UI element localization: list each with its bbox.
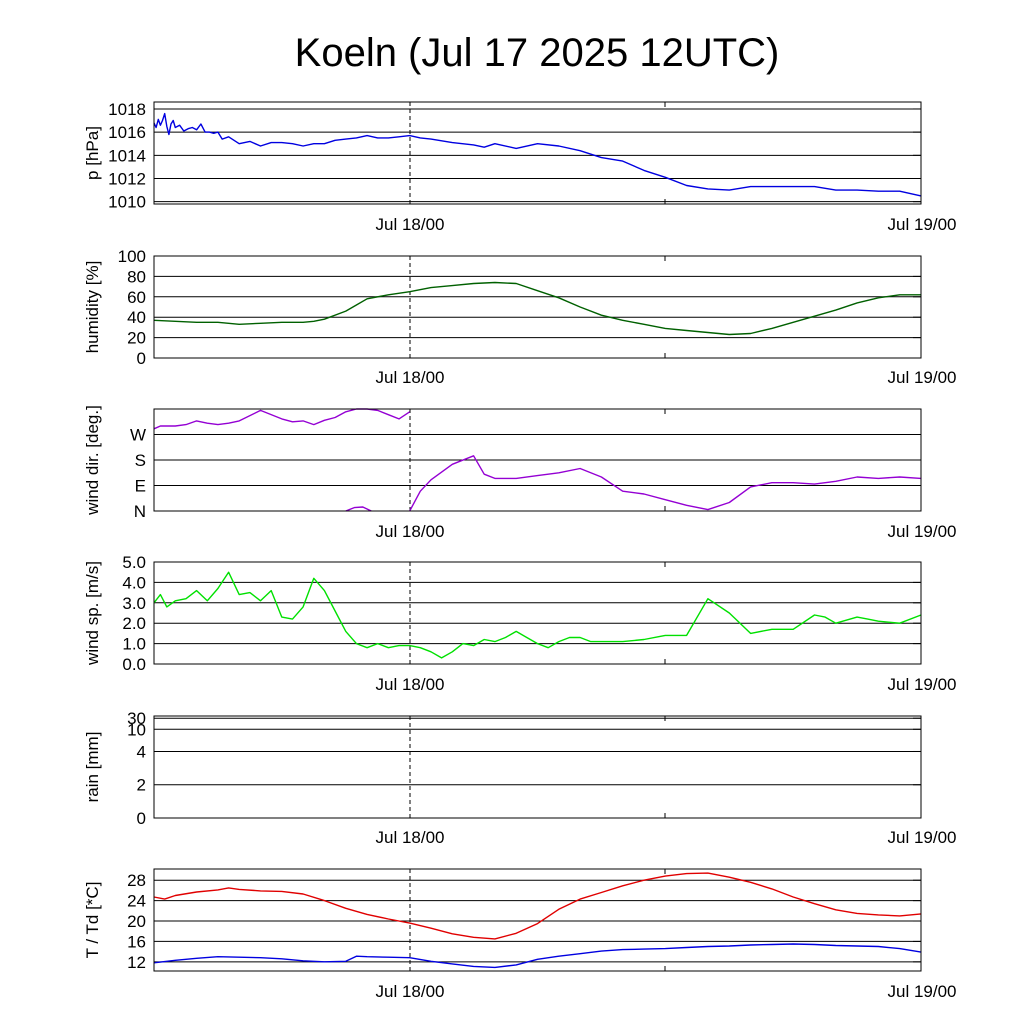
panel-1-ytick-label: 40 [127,308,146,327]
panel-5-ytick-label: 28 [127,871,146,890]
panel-2-ytick-label: S [135,451,146,470]
panel-5-series-dewpoint-1 [153,943,922,969]
panel-2-xlabel-jul18: Jul 18/00 [376,522,445,541]
panel-5-frame [153,868,922,972]
panel-3-ytick-label: 5.0 [122,553,146,572]
panel-3-xlabel-jul19: Jul 19/00 [888,675,957,694]
panel-5-ytick-label: 20 [127,912,146,931]
panel-3-ytick-label: 0.0 [122,655,146,674]
panel-1-ylabel: humidity [%] [83,261,102,354]
panel-1-ytick-label: 80 [127,267,146,286]
panel-2-ytick-label: N [134,502,146,521]
panel-2-ytick-label: W [130,426,146,445]
panel-4-ytick-label: 0 [137,809,146,828]
panel-3-ytick-label: 2.0 [122,614,146,633]
panel-0-ytick-label: 1014 [108,146,146,165]
panel-5-ytick-label: 16 [127,932,146,951]
panel-3-ytick-label: 3.0 [122,594,146,613]
panel-2-ylabel: wind dir. [deg.] [83,405,102,516]
panel-1-xlabel-jul18: Jul 18/00 [376,368,445,387]
panel-2-series-wind_dir-0 [153,408,411,430]
panel-0-ytick-label: 1018 [108,100,146,119]
panel-2-series-wind_dir-2 [409,455,922,512]
panel-0-xlabel-jul19: Jul 19/00 [888,215,957,234]
panel-3-xlabel-jul18: Jul 18/00 [376,675,445,694]
panel-5-ytick-label: 24 [127,892,146,911]
panel-5-xlabel-jul19: Jul 19/00 [888,982,957,1001]
chart-title: Koeln (Jul 17 2025 12UTC) [295,31,780,75]
panel-3-series-wind_speed-0 [153,571,922,659]
panel-1-ytick-label: 60 [127,288,146,307]
panel-0-series-pressure-0 [153,112,922,197]
panel-0-frame [153,101,922,205]
panel-3-frame [153,561,922,665]
panel-0-ytick-label: 1016 [108,123,146,142]
panel-4-xlabel-jul18: Jul 18/00 [376,828,445,847]
panel-3-ytick-label: 4.0 [122,573,146,592]
panel-1-series-humidity-0 [153,281,921,336]
panel-3-ytick-label: 1.0 [122,635,146,654]
panel-4-ytick-label: 10 [127,720,146,739]
panel-5-ylabel: T / Td [*C] [83,882,102,959]
panel-0-xlabel-jul18: Jul 18/00 [376,215,445,234]
panel-4-ytick-label: 4 [137,742,146,761]
panel-4-ytick-label: 30 [127,709,146,728]
panel-5-series-temperature-0 [153,872,922,940]
panel-1-ytick-label: 0 [137,349,146,368]
panel-5-xlabel-jul18: Jul 18/00 [376,982,445,1001]
panel-4-xlabel-jul19: Jul 19/00 [888,828,957,847]
panel-1-ytick-label: 100 [118,247,146,266]
panel-2-ytick-label: E [135,477,146,496]
panel-2-xlabel-jul19: Jul 19/00 [888,522,957,541]
panel-3-ylabel: wind sp. [m/s] [83,561,102,666]
panel-0-ytick-label: 1010 [108,193,146,212]
panel-1-frame [153,255,922,359]
panel-4-ylabel: rain [mm] [83,732,102,803]
panel-1-ytick-label: 20 [127,329,146,348]
panel-0-ytick-label: 1012 [108,170,146,189]
panel-4-frame [153,715,922,819]
panel-0-ylabel: p [hPa] [83,126,102,180]
panel-2-series-wind_dir-1 [345,506,372,512]
panel-4-ytick-label: 2 [137,776,146,795]
panel-5-ytick-label: 12 [127,953,146,972]
panel-1-xlabel-jul19: Jul 19/00 [888,368,957,387]
panel-2-frame [153,408,922,512]
